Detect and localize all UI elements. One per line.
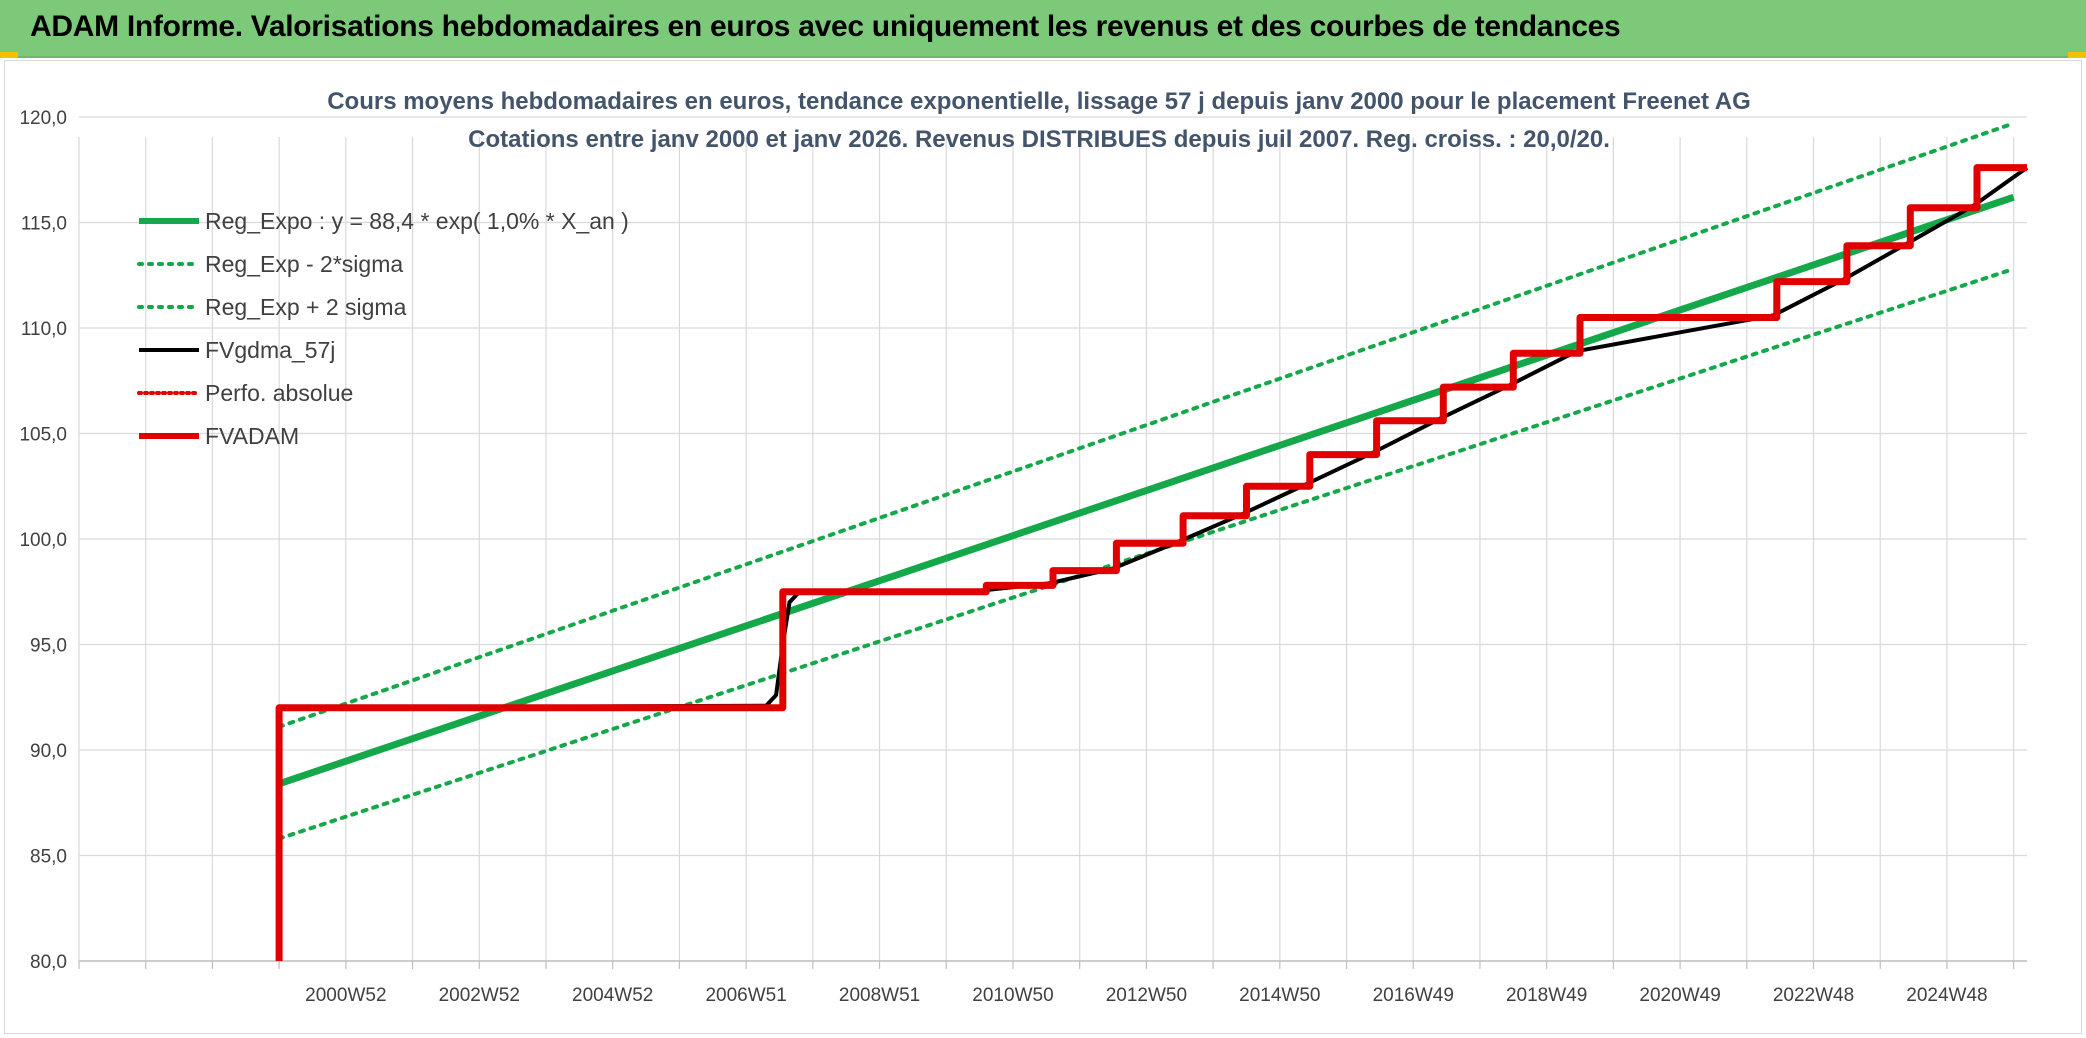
legend-label: FVADAM — [205, 423, 299, 449]
y-tick-label: 85,0 — [30, 847, 67, 868]
corner-marker-left — [0, 52, 18, 58]
y-tick-label: 90,0 — [30, 741, 67, 762]
series-line-fvadam — [275, 164, 2027, 961]
legend-label: FVgdma_57j — [205, 337, 335, 363]
legend-label: Reg_Expo : y = 88,4 * exp( 1,0% * X_an ) — [205, 208, 629, 234]
corner-marker-right — [2068, 52, 2086, 58]
x-tick-label: 2012W50 — [1106, 985, 1187, 1006]
chart-title: Cours moyens hebdomadaires en euros, ten… — [327, 88, 1751, 115]
series-line-fvgdma-57j — [279, 165, 2029, 710]
legend-label: Reg_Exp + 2 sigma — [205, 294, 407, 320]
x-tick-label: 2020W49 — [1639, 985, 1720, 1006]
x-tick-label: 2000W52 — [305, 985, 386, 1006]
legend-label: Perfo. absolue — [205, 380, 353, 406]
y-tick-label: 120,0 — [19, 108, 67, 129]
chart-area: 80,0 85,0 90,0 95,0 100,0 105,0 110,0 115,0 120,… — [4, 60, 2082, 1034]
series-line-reg-exp-2-sigma — [277, 121, 2016, 729]
y-tick-label: 95,0 — [30, 636, 67, 657]
axis-layer: 80,0 85,0 90,0 95,0 100,0 105,0 110,0 115,0 120,… — [19, 108, 2027, 1006]
series-line-reg-expo-y-88-4-exp-1-0- — [277, 193, 2015, 788]
x-tick-label: 2010W50 — [972, 985, 1053, 1006]
x-tick-label: 2016W49 — [1373, 985, 1454, 1006]
report-banner: ADAM Informe. Valorisations hebdomadaire… — [0, 0, 2086, 58]
x-tick-label: 2006W51 — [705, 985, 786, 1006]
x-tick-label: 2002W52 — [439, 985, 520, 1006]
x-tick-label: 2008W51 — [839, 985, 920, 1006]
y-tick-label: 115,0 — [21, 214, 67, 235]
y-tick-label: 105,0 — [19, 425, 67, 446]
x-tick-label: 2018W49 — [1506, 985, 1587, 1006]
y-tick-label: 100,0 — [19, 530, 67, 551]
y-tick-label: 80,0 — [30, 952, 67, 973]
x-tick-label: 2014W50 — [1239, 985, 1320, 1006]
x-tick-label: 2004W52 — [572, 985, 653, 1006]
x-tick-label: 2024W48 — [1906, 985, 1987, 1006]
series-layer — [275, 121, 2029, 961]
y-tick-label: 110,0 — [21, 319, 67, 340]
legend: Reg_Expo : y = 88,4 * exp( 1,0% * X_an )… — [137, 208, 629, 449]
chart-subtitle: Cotations entre janv 2000 et janv 2026. … — [468, 126, 1610, 153]
legend-label: Reg_Exp - 2*sigma — [205, 251, 403, 277]
report-title: ADAM Informe. Valorisations hebdomadaire… — [30, 10, 1621, 43]
chart-svg: 80,0 85,0 90,0 95,0 100,0 105,0 110,0 115,0 120,… — [19, 88, 2029, 1006]
grid-layer — [78, 116, 2027, 962]
x-tick-label: 2022W48 — [1773, 985, 1854, 1006]
